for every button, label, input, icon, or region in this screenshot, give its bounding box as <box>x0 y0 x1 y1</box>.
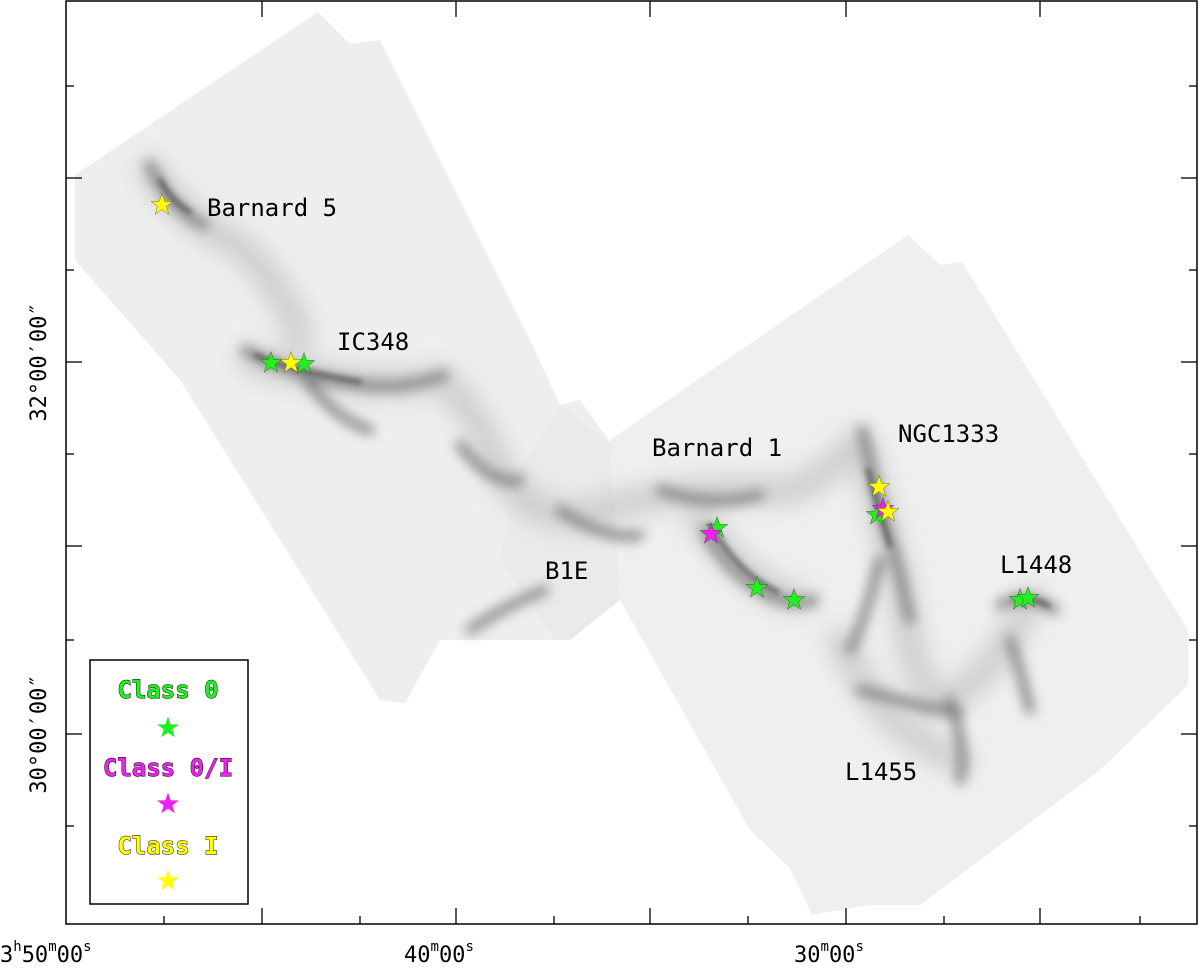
region-label-ngc1333: NGC1333 <box>898 420 999 448</box>
region-label-ic348: IC348 <box>337 328 409 356</box>
y-axis-labels: 32°00′00″ 30°00′00″ <box>27 302 52 793</box>
legend: Class 0 Class 0/I Class I <box>89 659 249 905</box>
y-tick-label: 32°00′00″ <box>27 302 52 421</box>
x-tick-label: 30m00s <box>794 939 864 968</box>
legend-box <box>89 659 249 905</box>
region-labels: Barnard 5 IC348 Barnard 1 NGC1333 B1E L1… <box>207 194 1072 786</box>
tile-ic348-region <box>75 12 640 703</box>
region-label-l1455: L1455 <box>845 758 917 786</box>
legend-label-class-0i: Class 0/I <box>103 754 233 782</box>
axis-ticks <box>66 1 1197 924</box>
region-label-b1e: B1E <box>545 557 588 585</box>
region-label-l1448: L1448 <box>1000 551 1072 579</box>
x-tick-label: 3h50m00s <box>0 939 92 968</box>
region-label-barnard1: Barnard 1 <box>652 434 782 462</box>
x-axis-labels: 3h50m00s 40m00s 30m00s <box>0 939 864 968</box>
x-tick-label: 40m00s <box>404 939 474 968</box>
y-tick-label: 30°00′00″ <box>27 674 52 793</box>
legend-label-class-i: Class I <box>117 832 218 860</box>
legend-label-class-0: Class 0 <box>117 676 218 704</box>
region-label-barnard5: Barnard 5 <box>207 194 337 222</box>
